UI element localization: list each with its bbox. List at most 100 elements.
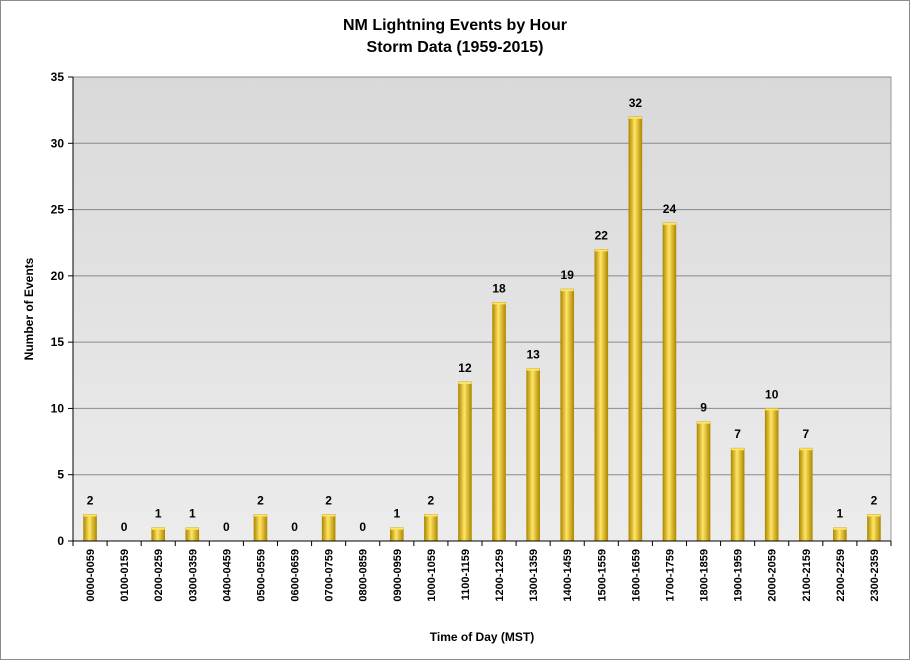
bar (628, 116, 643, 542)
axes (72, 77, 891, 542)
x-tick-label: 1400-1459 (562, 549, 574, 602)
plot-area (72, 76, 892, 542)
bar (526, 368, 540, 542)
bar (458, 381, 472, 542)
bar (696, 421, 711, 542)
data-label: 18 (492, 281, 506, 295)
bar-top (458, 381, 472, 384)
bar (798, 447, 813, 542)
x-tick-label: 0900-0959 (392, 549, 404, 602)
x-tick-label: 0300-0359 (187, 549, 199, 602)
y-tick-label: 10 (51, 401, 65, 415)
x-tick-label: 0700-0759 (324, 549, 336, 602)
bar-top (83, 514, 97, 517)
x-tick-label: 0400-0459 (221, 549, 233, 602)
data-label: 2 (871, 493, 878, 507)
x-tick-label: 0600-0659 (290, 549, 302, 602)
bar-top (560, 289, 574, 292)
bar (560, 288, 575, 542)
bar (764, 408, 779, 542)
bar (83, 514, 97, 542)
x-tick-label: 2300-2359 (869, 549, 881, 602)
x-tick-label: 0800-0859 (358, 549, 370, 602)
data-label: 0 (223, 520, 230, 534)
data-label: 0 (291, 520, 298, 534)
data-label: 1 (189, 507, 196, 521)
y-tick-label: 20 (51, 269, 65, 283)
bar-top (765, 408, 779, 411)
data-label: 32 (629, 96, 643, 110)
y-axis-ticks: 0 5 10 15 20 25 30 35 (51, 70, 73, 548)
data-label: 0 (121, 520, 128, 534)
data-label: 24 (663, 202, 677, 216)
bar (253, 514, 268, 542)
data-label: 1 (837, 507, 844, 521)
x-axis-label: Time of Day (MST) (430, 630, 534, 644)
bar-top (322, 514, 336, 517)
bar-top (151, 527, 165, 530)
data-label: 1 (155, 507, 162, 521)
x-tick-label: 1600-1659 (630, 549, 642, 602)
bar-top (833, 527, 847, 530)
x-tick-label: 1000-1059 (426, 549, 438, 602)
data-label: 22 (595, 228, 609, 242)
x-tick-label: 2000-2059 (767, 549, 779, 602)
bar-top (390, 527, 404, 530)
x-tick-label: 1200-1259 (494, 549, 506, 602)
y-tick-label: 35 (51, 70, 65, 84)
bar-top (697, 421, 711, 424)
x-tick-label: 1700-1759 (664, 549, 676, 602)
bar (867, 514, 881, 542)
bar (594, 249, 609, 542)
x-tick-label: 1800-1859 (699, 549, 711, 602)
bar-top (662, 222, 676, 225)
data-label: 2 (257, 493, 264, 507)
x-tick-label: 0100-0159 (119, 549, 131, 602)
y-tick-label: 25 (51, 203, 65, 217)
y-tick-label: 5 (57, 468, 64, 482)
bars (83, 116, 881, 542)
data-label: 12 (458, 361, 472, 375)
data-label: 9 (700, 401, 707, 415)
x-tick-label: 0200-0259 (153, 549, 165, 602)
bar-top (628, 116, 642, 119)
data-label: 2 (87, 493, 94, 507)
gridlines (73, 76, 891, 476)
chart-title: NM Lightning Events by Hour (343, 17, 567, 34)
bar (492, 302, 506, 542)
data-label: 13 (526, 348, 540, 362)
data-label: 2 (325, 493, 332, 507)
bar (662, 222, 677, 542)
bar-top (253, 514, 267, 517)
x-axis-ticks: 0000-0059 0100-0159 0200-0259 0300-0359 0400… (72, 541, 892, 602)
bar-top (492, 302, 506, 305)
data-label: 2 (428, 493, 435, 507)
bar (730, 447, 745, 542)
x-tick-label: 0000-0059 (85, 549, 97, 602)
y-tick-label: 15 (51, 335, 65, 349)
bar-top (799, 448, 813, 451)
data-label: 7 (802, 427, 809, 441)
y-tick-label: 30 (51, 136, 65, 150)
y-axis-label: Number of Events (22, 257, 36, 360)
bar (424, 514, 438, 542)
x-tick-label: 2200-2259 (835, 549, 847, 602)
y-tick-label: 0 (57, 534, 64, 548)
bar-top (867, 514, 881, 517)
bar-top (526, 368, 540, 371)
bar-top (424, 514, 438, 517)
bar (321, 514, 336, 542)
bar-top (594, 249, 608, 252)
x-tick-label: 1300-1359 (528, 549, 540, 602)
chart-subtitle: Storm Data (1959-2015) (367, 39, 544, 56)
data-label: 7 (734, 427, 741, 441)
data-label: 1 (393, 507, 400, 521)
x-tick-label: 2100-2159 (801, 549, 813, 602)
bar-top (731, 448, 745, 451)
x-tick-label: 0500-0559 (255, 549, 267, 602)
data-label: 10 (765, 387, 779, 401)
data-label: 0 (359, 520, 366, 534)
